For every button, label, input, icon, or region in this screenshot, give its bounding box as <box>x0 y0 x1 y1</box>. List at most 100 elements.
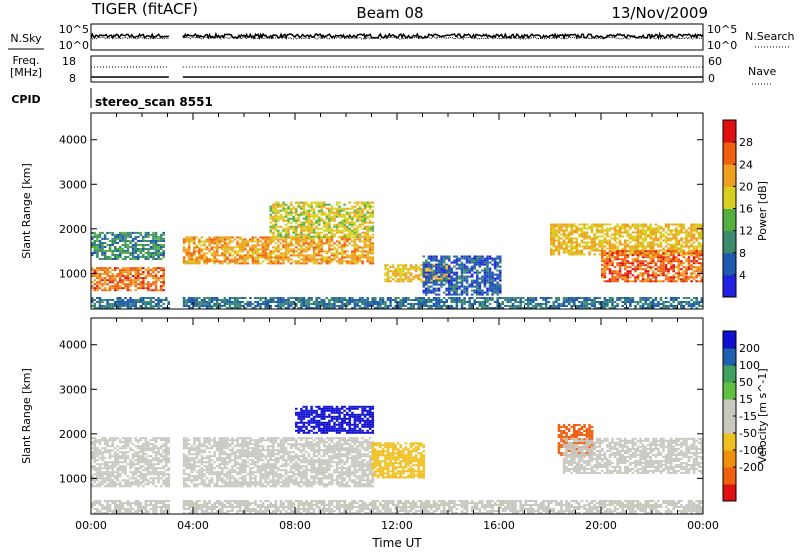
echo-cell <box>379 299 382 301</box>
echo-cell <box>567 301 571 303</box>
echo-cell <box>669 223 673 226</box>
echo-cell <box>664 253 668 256</box>
echo-cell <box>154 269 158 272</box>
echo-cell <box>282 235 285 238</box>
echo-cell <box>399 274 403 277</box>
echo-cell <box>218 485 222 488</box>
echo-cell <box>129 277 132 280</box>
echo-cell <box>149 252 153 254</box>
echo-cell <box>565 227 568 230</box>
echo-cell <box>491 281 494 284</box>
echo-cell <box>277 201 280 204</box>
echo-cell <box>333 215 336 218</box>
echo-cell <box>328 256 331 259</box>
echo-cell <box>371 301 375 303</box>
echo-cell <box>121 250 125 252</box>
echo-cell <box>333 217 336 220</box>
echo-cell <box>455 305 459 307</box>
echo-cell <box>274 297 278 299</box>
echo-cell <box>486 257 489 260</box>
echo-cell <box>136 283 140 286</box>
echo-cell <box>652 299 655 301</box>
echo-cell <box>187 252 191 255</box>
echo-cell <box>312 209 316 212</box>
echo-cell <box>264 250 267 253</box>
echo-cell <box>557 247 561 250</box>
echo-cell <box>190 301 194 303</box>
echo-cell <box>126 250 130 252</box>
echo-cell <box>435 265 438 268</box>
echo-cell <box>384 305 387 307</box>
echo-cell <box>162 267 165 270</box>
echo-cell <box>320 244 324 247</box>
echo-cell <box>618 250 622 253</box>
echo-cell <box>573 247 576 250</box>
echo-cell <box>236 244 239 247</box>
echo-cell <box>356 203 359 206</box>
echo-cell <box>555 301 558 303</box>
echo-cell <box>307 221 311 224</box>
echo-cell <box>116 281 120 284</box>
echo-cell <box>646 262 650 265</box>
echo-cell <box>198 258 201 261</box>
echo-cell <box>154 258 158 260</box>
echo-cell <box>672 260 675 263</box>
echo-cell <box>149 305 153 307</box>
echo-cell <box>126 244 130 246</box>
echo-cell <box>346 483 349 486</box>
echo-cell <box>338 207 341 210</box>
echo-cell <box>121 269 125 272</box>
echo-cell <box>555 223 558 226</box>
echo-cell <box>585 231 589 234</box>
echo-cell <box>149 275 153 278</box>
echo-cell <box>379 307 382 309</box>
echo-cell <box>323 260 326 263</box>
echo-cell <box>608 250 612 253</box>
echo-cell <box>537 305 540 307</box>
echo-cell <box>560 237 563 240</box>
echo-cell <box>210 258 214 261</box>
echo-cell <box>445 257 448 260</box>
echo-cell <box>190 262 193 265</box>
echo-cell <box>213 262 216 265</box>
echo-cell <box>147 481 150 484</box>
echo-cell <box>312 301 316 303</box>
echo-cell <box>152 244 155 246</box>
echo-cell <box>93 307 97 309</box>
echo-cell <box>437 307 441 309</box>
echo-cell <box>101 237 104 240</box>
echo-cell <box>358 211 362 214</box>
echo-cell <box>187 254 191 257</box>
echo-cell <box>595 235 599 238</box>
echo-cell <box>287 242 290 245</box>
echo-cell <box>685 229 688 232</box>
echo-cell <box>310 246 313 249</box>
echo-cell <box>131 299 135 301</box>
echo-cell <box>91 305 94 307</box>
echo-cell <box>159 305 163 307</box>
echo-cell <box>124 481 127 484</box>
echo-cell <box>287 236 290 239</box>
echo-cell <box>672 276 675 279</box>
echo-cell <box>601 241 604 244</box>
echo-cell <box>659 303 663 305</box>
echo-cell <box>669 266 673 269</box>
echo-cell <box>111 285 114 288</box>
echo-cell <box>159 299 163 301</box>
echo-cell <box>312 262 316 265</box>
echo-cell <box>453 289 456 292</box>
echo-cell <box>371 233 375 236</box>
echo-cell <box>486 265 489 268</box>
echo-cell <box>254 252 257 255</box>
echo-cell <box>687 241 691 244</box>
echo-cell <box>639 250 642 253</box>
echo-cell <box>307 215 311 218</box>
echo-cell <box>152 231 155 234</box>
echo-cell <box>259 483 262 486</box>
echo-cell <box>644 268 647 271</box>
echo-cell <box>657 268 660 271</box>
echo-cell <box>463 257 466 260</box>
echo-cell <box>491 293 494 296</box>
echo-cell <box>567 225 571 228</box>
echo-cell <box>353 307 357 309</box>
